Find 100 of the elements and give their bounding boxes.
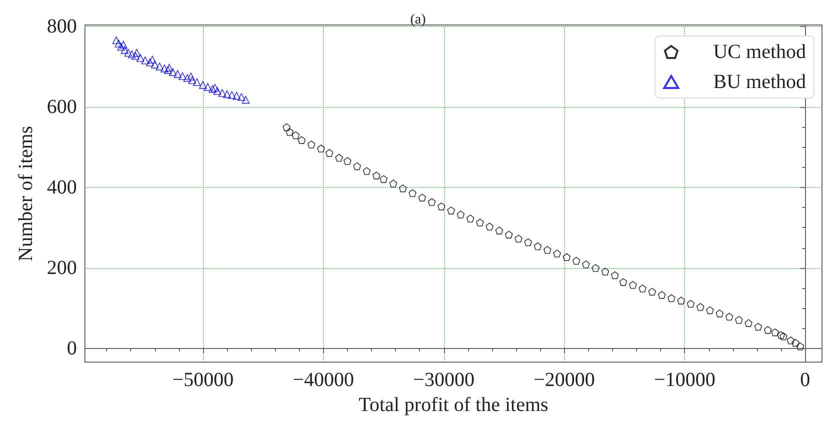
chart-title: (a) xyxy=(410,12,426,28)
point xyxy=(668,294,676,302)
point xyxy=(754,322,762,331)
point xyxy=(211,84,219,92)
x-tick-label: 0 xyxy=(800,369,810,392)
point xyxy=(204,83,212,91)
x-tick-label: −20000 xyxy=(534,369,595,392)
point xyxy=(223,90,231,98)
point xyxy=(124,48,132,57)
point xyxy=(780,332,788,340)
point xyxy=(734,316,743,324)
point xyxy=(132,52,140,60)
point xyxy=(298,136,306,144)
point xyxy=(696,303,704,311)
point xyxy=(553,250,561,258)
point xyxy=(353,162,361,170)
point xyxy=(165,64,174,72)
point xyxy=(466,214,474,222)
point xyxy=(150,60,159,68)
point xyxy=(486,222,494,230)
x-tick-label: −40000 xyxy=(292,369,354,392)
point xyxy=(658,291,666,299)
point xyxy=(317,144,325,152)
y-axis-title: Number of items xyxy=(15,126,37,262)
point xyxy=(188,76,196,84)
point xyxy=(218,89,226,97)
point xyxy=(764,326,772,334)
point xyxy=(524,238,532,246)
point xyxy=(686,300,695,308)
y-tick-label: 400 xyxy=(46,176,77,199)
point xyxy=(186,72,195,80)
point xyxy=(648,288,656,296)
legend-label: UC method xyxy=(713,41,806,63)
point xyxy=(156,62,164,70)
point xyxy=(208,85,216,93)
point xyxy=(601,268,610,276)
point xyxy=(771,328,779,336)
point xyxy=(325,149,334,157)
point xyxy=(495,226,504,234)
x-tick-label: −30000 xyxy=(413,369,474,392)
point xyxy=(282,123,291,132)
point xyxy=(610,271,619,280)
point xyxy=(335,154,343,162)
point xyxy=(199,81,207,89)
point xyxy=(543,246,552,254)
point xyxy=(592,264,600,272)
point xyxy=(777,331,785,340)
point xyxy=(120,46,129,54)
point xyxy=(562,253,571,262)
point xyxy=(132,48,141,57)
point xyxy=(677,296,685,304)
point xyxy=(362,167,371,175)
point xyxy=(438,202,446,210)
point xyxy=(174,70,182,78)
point xyxy=(213,87,222,95)
point xyxy=(292,131,300,140)
point xyxy=(619,278,628,286)
point xyxy=(380,175,388,183)
legend-label: BU method xyxy=(713,71,806,93)
point xyxy=(706,306,714,314)
point xyxy=(447,206,455,214)
point xyxy=(716,310,724,318)
point xyxy=(638,284,646,292)
y-tick-label: 600 xyxy=(46,96,77,118)
point xyxy=(534,242,542,250)
point xyxy=(796,342,804,350)
point xyxy=(160,64,168,72)
point xyxy=(178,72,186,80)
point xyxy=(238,93,246,101)
point xyxy=(725,312,734,321)
point xyxy=(114,40,123,48)
point xyxy=(164,66,172,74)
y-tick-label: 200 xyxy=(46,256,77,279)
point xyxy=(307,140,316,148)
point xyxy=(389,180,398,188)
point xyxy=(744,319,752,327)
point xyxy=(112,36,120,44)
point xyxy=(183,74,192,82)
point xyxy=(286,128,294,136)
y-tick-label: 0 xyxy=(66,337,77,360)
point xyxy=(504,230,513,238)
point xyxy=(582,260,590,268)
point xyxy=(232,92,241,100)
point xyxy=(572,256,580,265)
point xyxy=(456,210,465,218)
point xyxy=(786,336,795,344)
x-tick-label: −50000 xyxy=(172,369,234,392)
y-tick-label: 800 xyxy=(46,16,77,38)
point xyxy=(344,157,352,165)
point xyxy=(476,218,484,226)
point xyxy=(418,194,426,202)
point xyxy=(120,40,128,49)
point xyxy=(141,56,150,64)
point xyxy=(148,56,156,64)
point xyxy=(428,198,436,206)
point xyxy=(193,78,201,86)
point xyxy=(136,54,144,62)
point xyxy=(629,280,637,289)
point xyxy=(242,96,250,104)
x-axis-title: Total profit of the items xyxy=(358,394,548,416)
